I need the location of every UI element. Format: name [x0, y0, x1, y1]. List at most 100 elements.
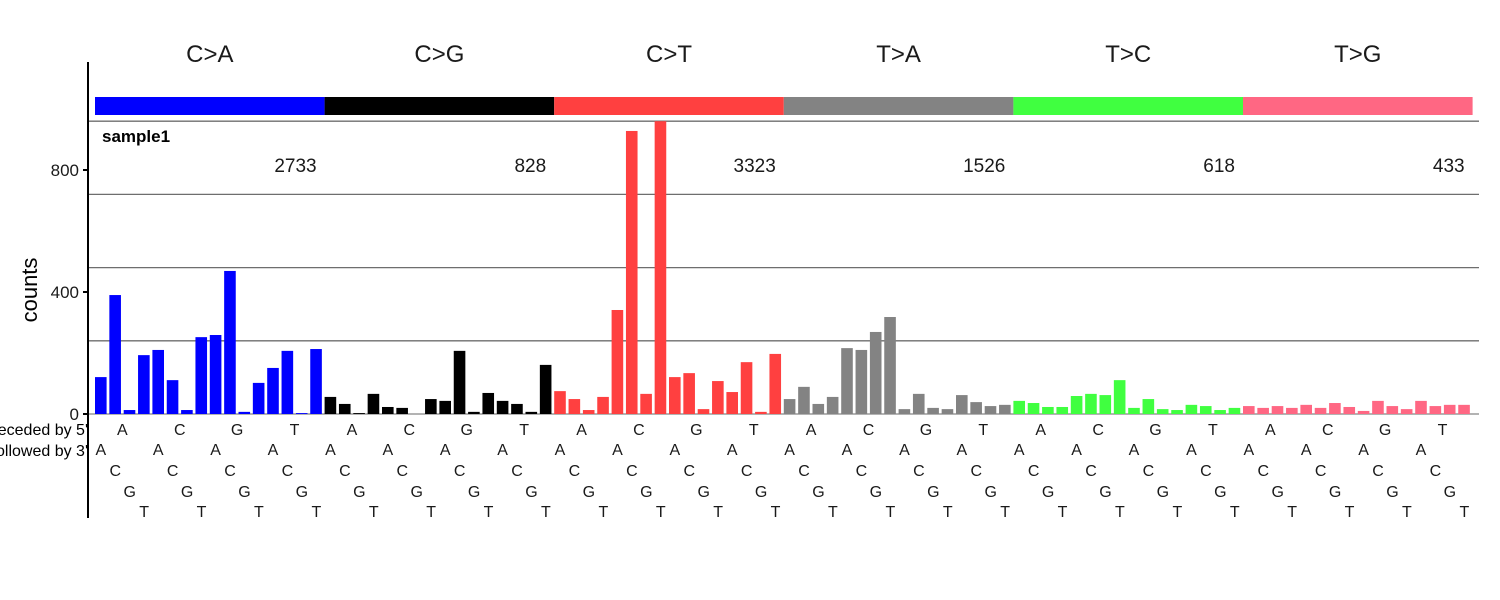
x-label-5prime: C: [863, 422, 875, 439]
bar: [496, 400, 509, 414]
x-label-3prime: C: [167, 463, 179, 480]
x-label-3prime: A: [153, 442, 164, 459]
bar: [798, 386, 810, 414]
x-label-3prime: C: [454, 463, 466, 480]
x-label-3prime: C: [1257, 463, 1269, 480]
bar: [611, 309, 624, 414]
bar: [195, 337, 208, 414]
bar: [1099, 395, 1112, 414]
x-label-5prime: T: [1208, 422, 1218, 439]
bar: [482, 392, 495, 414]
x-label-3prime: A: [669, 442, 680, 459]
x-label-3prime: G: [525, 484, 537, 501]
x-label-3prime: G: [640, 484, 652, 501]
x-label-3prime: A: [1416, 442, 1427, 459]
bar: [740, 362, 753, 414]
x-label-3prime: A: [1301, 442, 1312, 459]
group-titles: C>A C>G C>T T>A T>C T>G: [186, 41, 1381, 68]
x-label-3prime: C: [511, 463, 523, 480]
bar: [1343, 406, 1356, 414]
x-label-3prime: T: [1172, 504, 1182, 521]
x-row-label-preceded: preceded by 5': [0, 422, 88, 439]
x-label-3prime: T: [1402, 504, 1412, 521]
bar: [252, 382, 265, 414]
x-label-3prime: T: [139, 504, 149, 521]
bar: [1286, 407, 1298, 414]
x-label-3prime: A: [95, 442, 106, 459]
x-label-3prime: T: [771, 504, 781, 521]
x-label-5prime: C: [1092, 422, 1104, 439]
x-label-3prime: T: [885, 504, 895, 521]
strip-T>C: [1013, 97, 1243, 115]
bar: [826, 396, 839, 414]
x-label-5prime: C: [404, 422, 416, 439]
bar: [1329, 403, 1341, 414]
x-label-3prime: T: [541, 504, 551, 521]
group-total: 618: [1203, 156, 1235, 177]
bar: [1185, 404, 1198, 414]
bar: [1214, 410, 1226, 414]
bar: [1458, 404, 1470, 414]
x-label-3prime: C: [856, 463, 868, 480]
x-label-3prime: G: [296, 484, 308, 501]
group-total: 1526: [963, 156, 1005, 177]
x-label-5prime: G: [690, 422, 702, 439]
bar: [999, 404, 1011, 414]
group-title: T>C: [1105, 41, 1151, 68]
bar: [1243, 406, 1255, 414]
x-label-3prime: A: [268, 442, 279, 459]
x-label-3prime: A: [440, 442, 451, 459]
x-label-3prime: C: [1200, 463, 1212, 480]
x-label-3prime: C: [798, 463, 810, 480]
x-label-3prime: G: [1214, 484, 1226, 501]
x-label-3prime: A: [1243, 442, 1254, 459]
bar: [123, 410, 136, 414]
sample-label: sample1: [102, 127, 170, 146]
x-label-5prime: G: [1379, 422, 1391, 439]
x-label-3prime: T: [197, 504, 207, 521]
x-label-3prime: A: [555, 442, 566, 459]
bar: [439, 400, 451, 414]
bar: [755, 411, 767, 414]
bar: [310, 349, 322, 414]
x-label-3prime: G: [1157, 484, 1169, 501]
x-label-3prime: C: [339, 463, 351, 480]
x-label-3prime: A: [612, 442, 623, 459]
bar: [382, 406, 394, 414]
x-label-3prime: G: [697, 484, 709, 501]
bar: [1113, 380, 1126, 414]
bar: [1085, 393, 1097, 414]
x-label-5prime: C: [174, 422, 186, 439]
bar: [912, 393, 925, 414]
x-label-3prime: T: [369, 504, 379, 521]
bar: [1171, 410, 1183, 414]
bar: [1042, 406, 1054, 414]
x-label-3prime: G: [927, 484, 939, 501]
x-label-3prime: C: [1372, 463, 1384, 480]
bar: [683, 373, 695, 414]
group-total: 433: [1433, 156, 1465, 177]
bar: [1142, 399, 1155, 414]
x-label-3prime: C: [1143, 463, 1155, 480]
bar: [970, 402, 982, 414]
x-label-3prime: T: [828, 504, 838, 521]
bar: [568, 399, 581, 414]
x-label-3prime: C: [1085, 463, 1097, 480]
bar: [281, 350, 294, 414]
bar: [539, 364, 552, 414]
bar: [396, 407, 408, 414]
group-title: T>G: [1334, 41, 1381, 68]
bar: [1013, 400, 1025, 414]
x-label-3prime: G: [1444, 484, 1456, 501]
bar: [597, 396, 609, 414]
x-label-3prime: G: [583, 484, 595, 501]
x-label-3prime: G: [181, 484, 193, 501]
x-label-3prime: G: [1386, 484, 1398, 501]
bar: [1070, 396, 1083, 414]
x-label-5prime: A: [117, 422, 128, 439]
bar: [1228, 407, 1241, 414]
x-label-3prime: T: [426, 504, 436, 521]
bar: [869, 331, 882, 414]
bar: [898, 409, 911, 414]
